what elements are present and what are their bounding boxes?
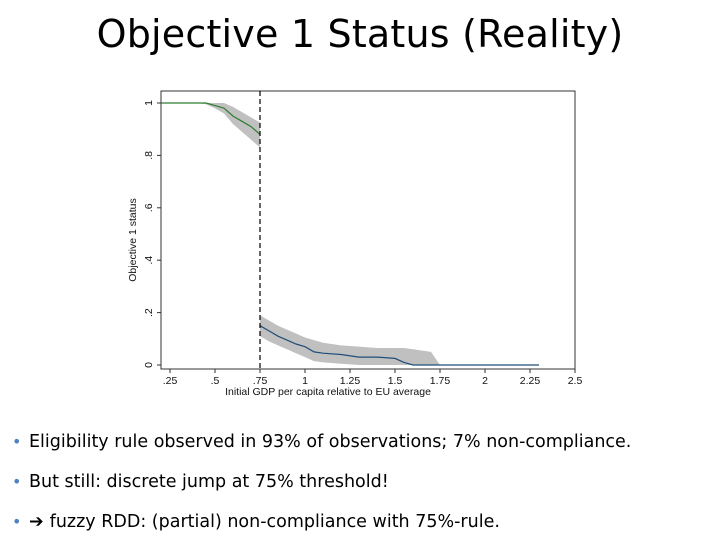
y-axis-label: Objective 1 status <box>127 198 139 281</box>
slide-title: Objective 1 Status (Reality) <box>96 12 624 56</box>
right-arrow-icon: ➔ <box>29 512 44 532</box>
x-tick-label: 1.25 <box>340 375 361 387</box>
bullet-dot-icon: • <box>12 472 22 491</box>
chart-svg: .25.5.75 1 1.25 1.5 1.75 2 2.25 2.50.2.4.6.81In… <box>127 90 583 398</box>
bullet-label: But still: discrete jump at 75% threshol… <box>29 472 389 492</box>
x-tick-label: .5 <box>211 375 220 387</box>
bullet-item: • ➔ fuzzy RDD: (partial) non-compliance wi… <box>12 508 712 548</box>
y-tick-label: .2 <box>143 308 155 317</box>
x-tick-label: .75 <box>253 375 268 387</box>
x-tick-label: 2.5 <box>568 375 583 387</box>
bullet-text: Eligibility rule observed in 93% of obse… <box>29 428 631 456</box>
x-tick-label: 1.5 <box>388 375 403 387</box>
y-tick-label: .4 <box>143 256 155 265</box>
bullet-item: • Eligibility rule observed in 93% of obs… <box>12 428 712 468</box>
ci-band-right <box>260 315 539 365</box>
bullet-dot-icon: • <box>12 432 22 451</box>
chart-figure: .25.5.75 1 1.25 1.5 1.75 2 2.25 2.5 0.2.4.6.8 1 In… <box>118 84 590 414</box>
y-tick-label: 0 <box>143 362 155 368</box>
plot-frame <box>160 90 576 370</box>
series-line-right <box>259 325 539 366</box>
y-tick-label: .8 <box>143 151 155 160</box>
x-tick-label: 2.25 <box>520 375 541 387</box>
bullet-label: Eligibility rule observed in 93% of obse… <box>29 432 632 452</box>
bullet-label: fuzzy RDD: (partial) non-compliance with… <box>49 512 500 532</box>
y-tick-label: 1 <box>143 100 155 106</box>
bullet-dot-icon: • <box>12 512 22 531</box>
y-tick-label: .6 <box>143 203 155 212</box>
bullet-item: • But still: discrete jump at 75% thresho… <box>12 468 712 508</box>
series-line-left <box>161 102 261 135</box>
x-axis-label: Initial GDP per capita relative to EU av… <box>225 386 431 398</box>
x-tick-label: 2 <box>482 375 488 387</box>
x-tick-label: 1.75 <box>430 375 451 387</box>
bullet-text: ➔ fuzzy RDD: (partial) non-compliance wit… <box>29 508 500 536</box>
x-tick-label: 1 <box>302 375 308 387</box>
bullet-text: But still: discrete jump at 75% threshol… <box>29 468 389 496</box>
x-tick-label: .25 <box>163 375 178 387</box>
ci-band-left <box>161 103 260 148</box>
bullet-list: • Eligibility rule observed in 93% of obs… <box>12 428 712 548</box>
